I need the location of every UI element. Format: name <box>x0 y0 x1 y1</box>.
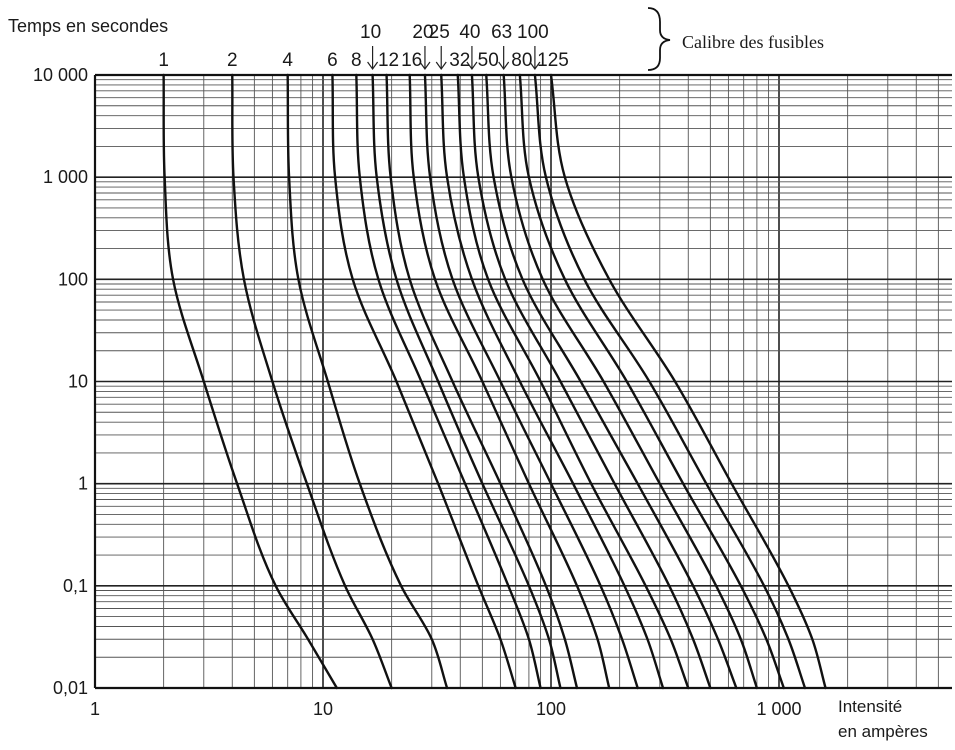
x-tick-label: 10 <box>313 699 333 719</box>
series-layer <box>162 73 827 690</box>
series-label-63: 63 <box>491 22 512 43</box>
x-tick-label: 1 000 <box>756 699 801 719</box>
fuse-curve-40 <box>470 73 712 690</box>
series-arrow-63 <box>498 46 510 71</box>
y-tick-label: 1 <box>78 474 88 494</box>
x-axis-label-line1: Intensité <box>838 697 902 716</box>
axis-layer <box>93 73 952 690</box>
series-label-2: 2 <box>227 50 238 71</box>
fuse-curve-125 <box>549 73 827 690</box>
rating-brace <box>647 7 671 71</box>
series-label-80: 80 <box>511 50 532 71</box>
y-axis-label: Temps en secondes <box>8 16 168 36</box>
fuse-curve-25 <box>440 73 665 690</box>
x-tick-label: 100 <box>536 699 566 719</box>
y-tick-label: 10 <box>68 372 88 392</box>
fuse-curve-2 <box>231 73 393 690</box>
fuse-curve-16 <box>408 73 611 690</box>
series-label-32: 32 <box>449 50 470 71</box>
series-label-25: 25 <box>429 22 450 43</box>
series-arrow-25 <box>435 46 447 71</box>
fuse-curve-20 <box>423 73 639 690</box>
series-label-10: 10 <box>360 22 381 43</box>
fuse-curve-50 <box>485 73 738 690</box>
fuse-curve-10 <box>371 73 562 690</box>
fuse-curve-63 <box>502 73 759 690</box>
fuse-curve-6 <box>331 73 517 690</box>
series-arrow-20 <box>419 46 431 71</box>
fuse-curve-1 <box>162 73 339 690</box>
series-label-100: 100 <box>517 22 549 43</box>
series-label-8: 8 <box>351 50 362 71</box>
x-axis-label-line2: en ampères <box>838 722 928 741</box>
fuse-curve-80 <box>518 73 786 690</box>
series-label-16: 16 <box>401 50 422 71</box>
y-tick-label: 0,1 <box>63 576 88 596</box>
series-arrow-10 <box>367 46 379 71</box>
series-label-40: 40 <box>459 22 480 43</box>
series-label-12: 12 <box>378 50 399 71</box>
series-label-50: 50 <box>478 50 499 71</box>
y-tick-label: 1 000 <box>43 167 88 187</box>
fuse-curve-8 <box>355 73 542 690</box>
y-tick-label: 10 000 <box>33 65 88 85</box>
series-label-1: 1 <box>158 50 169 71</box>
fuse-curve-100 <box>533 73 807 690</box>
fuse-curve-4 <box>286 73 449 690</box>
series-arrow-40 <box>466 46 478 71</box>
rating-group-label: Calibre des fusibles <box>682 32 824 52</box>
fuse-curve-12 <box>385 73 579 690</box>
series-label-125: 125 <box>537 50 569 71</box>
x-tick-label: 1 <box>90 699 100 719</box>
series-label-4: 4 <box>282 50 293 71</box>
fuse-curve-32 <box>456 73 690 690</box>
grid-layer <box>94 75 952 689</box>
series-label-6: 6 <box>327 50 338 71</box>
y-tick-label: 100 <box>58 269 88 289</box>
series-arrow-100 <box>529 46 541 71</box>
series-label-20: 20 <box>412 22 433 43</box>
y-tick-label: 0,01 <box>53 678 88 698</box>
label-layer: Temps en secondes Calibre des fusibles I… <box>8 7 928 741</box>
